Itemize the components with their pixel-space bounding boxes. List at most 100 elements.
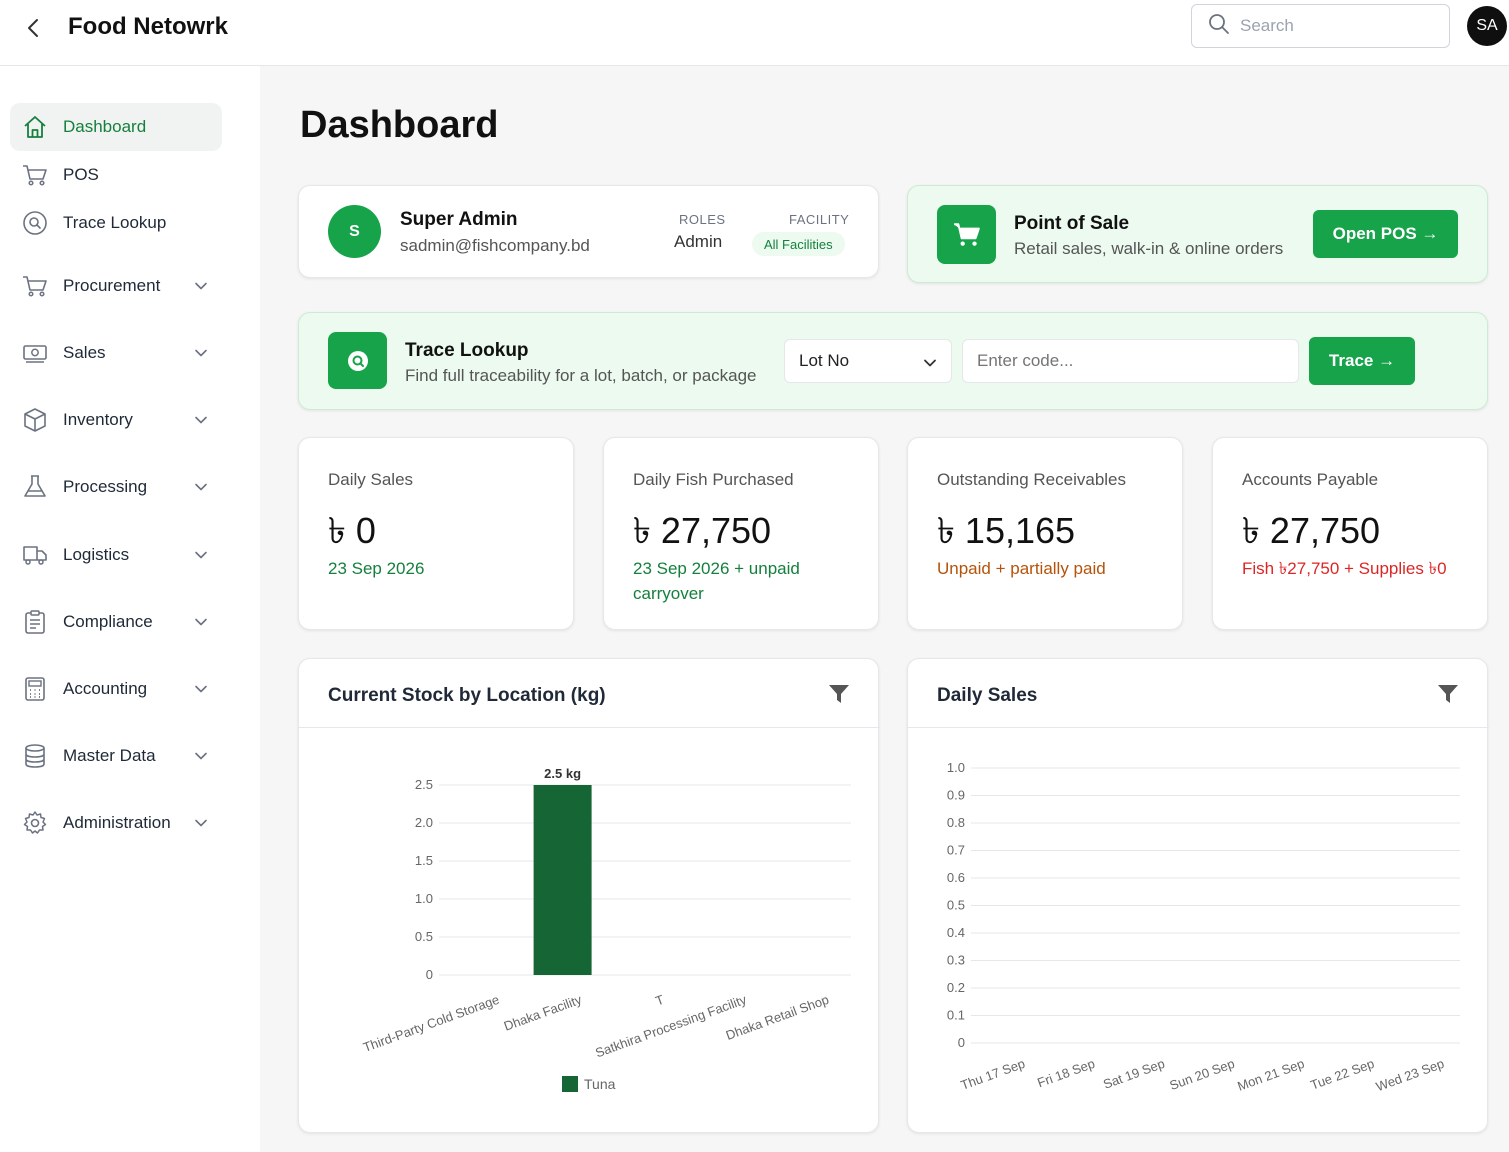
search-icon xyxy=(328,332,387,389)
cart-icon xyxy=(22,273,48,299)
sidebar-item-pos[interactable]: POS xyxy=(10,151,222,199)
stat-value: ৳ 27,750 xyxy=(633,510,772,551)
flask-icon xyxy=(22,474,48,500)
open-pos-button[interactable]: Open POS → xyxy=(1313,210,1458,258)
y-tick-label: 0.3 xyxy=(947,953,965,968)
stat-value: ৳ 0 xyxy=(328,510,376,551)
sidebar-item-trace-lookup[interactable]: Trace Lookup xyxy=(10,199,222,247)
x-tick-label: Wed 23 Sep xyxy=(1374,1056,1446,1094)
chevron-down-icon xyxy=(923,355,937,375)
search-input[interactable] xyxy=(1240,16,1430,36)
chevron-down-icon xyxy=(194,547,208,567)
y-tick-label: 0.1 xyxy=(947,1008,965,1023)
search-circle-icon xyxy=(22,210,48,236)
x-tick-label: Tue 22 Sep xyxy=(1308,1056,1376,1093)
stat-subtext: Fish ৳27,750 + Supplies ৳0 xyxy=(1242,559,1447,578)
x-tick-label: Sat 19 Sep xyxy=(1101,1056,1167,1092)
trace-lookup-card: Trace Lookup Find full traceability for … xyxy=(298,312,1488,410)
x-tick-label: Sun 20 Sep xyxy=(1168,1056,1237,1093)
select-value: Lot No xyxy=(799,351,850,370)
sidebar: Dashboard POS Trace Lookup Procurement S… xyxy=(0,66,260,1152)
sidebar-item-processing[interactable]: Processing xyxy=(10,463,222,511)
y-tick-label: 0.7 xyxy=(947,843,965,858)
x-tick-label: Fri 18 Sep xyxy=(1035,1056,1096,1091)
stat-value: ৳ 27,750 xyxy=(1242,510,1381,551)
chevron-down-icon xyxy=(194,815,208,835)
sidebar-item-compliance[interactable]: Compliance xyxy=(10,598,222,646)
back-arrow-icon[interactable] xyxy=(20,15,46,41)
box-icon xyxy=(22,407,48,433)
stat-value: ৳ 15,165 xyxy=(937,510,1076,551)
y-tick-label: 0.9 xyxy=(947,788,965,803)
x-tick-label: Dhaka Facility xyxy=(502,992,584,1034)
trace-button[interactable]: Trace → xyxy=(1309,337,1415,385)
x-tick-label: Third-Party Cold Storage xyxy=(361,992,501,1055)
sidebar-item-administration[interactable]: Administration xyxy=(10,799,222,847)
y-tick-label: 1.0 xyxy=(947,760,965,775)
page-title: Dashboard xyxy=(300,104,499,146)
stat-card-outstanding-receivables: Outstanding Receivables ৳ 15,165 Unpaid … xyxy=(907,437,1183,630)
sidebar-item-sales[interactable]: Sales xyxy=(10,329,222,377)
sidebar-item-label: Processing xyxy=(63,477,148,496)
sidebar-item-master-data[interactable]: Master Data xyxy=(10,732,222,780)
sidebar-item-inventory[interactable]: Inventory xyxy=(10,396,222,444)
search-box[interactable] xyxy=(1191,4,1450,48)
user-email: sadmin@fishcompany.bd xyxy=(400,236,590,255)
clipboard-icon xyxy=(22,609,48,635)
legend-swatch xyxy=(562,1076,578,1092)
cash-icon xyxy=(22,340,48,366)
stat-label: Accounts Payable xyxy=(1242,470,1379,489)
x-tick-label: Mon 21 Sep xyxy=(1235,1056,1306,1094)
facility-label: FACILITY xyxy=(789,212,850,227)
sidebar-item-label: Sales xyxy=(63,343,106,362)
y-tick-label: 0.5 xyxy=(415,929,433,944)
sidebar-item-label: Procurement xyxy=(63,276,161,295)
stat-subtext: Unpaid + partially paid xyxy=(937,559,1106,578)
sidebar-item-label: Trace Lookup xyxy=(63,213,167,232)
chevron-down-icon xyxy=(194,412,208,432)
cart-icon xyxy=(937,205,996,264)
pos-card: Point of Sale Retail sales, walk-in & on… xyxy=(907,185,1488,283)
calculator-icon xyxy=(22,676,48,702)
trace-title: Trace Lookup xyxy=(405,340,529,361)
sidebar-item-label: Inventory xyxy=(63,410,133,429)
filter-icon[interactable] xyxy=(1437,683,1459,710)
y-tick-label: 1.0 xyxy=(415,891,433,906)
filter-icon[interactable] xyxy=(828,683,850,710)
legend-label: Tuna xyxy=(584,1076,616,1092)
gear-icon xyxy=(22,810,48,836)
chart-title: Daily Sales xyxy=(937,685,1038,706)
sidebar-item-label: POS xyxy=(63,165,99,184)
x-tick-label: Satkhira Processing Facility xyxy=(593,992,749,1061)
x-tick-label: Thu 17 Sep xyxy=(959,1056,1027,1093)
roles-label: ROLES xyxy=(679,212,726,227)
truck-icon xyxy=(22,542,48,568)
user-initial-avatar: S xyxy=(328,205,381,258)
sidebar-item-label: Compliance xyxy=(63,612,153,631)
sidebar-item-label: Master Data xyxy=(63,746,156,765)
sidebar-item-label: Administration xyxy=(63,813,171,832)
stat-card-daily-fish-purchased: Daily Fish Purchased ৳ 27,750 23 Sep 202… xyxy=(603,437,879,630)
chevron-down-icon xyxy=(194,278,208,298)
trace-code-input[interactable] xyxy=(962,339,1299,383)
sidebar-item-procurement[interactable]: Procurement xyxy=(10,262,222,310)
stat-card-accounts-payable: Accounts Payable ৳ 27,750 Fish ৳27,750 +… xyxy=(1212,437,1488,630)
app-title: Food Netowrk xyxy=(68,13,228,40)
stock-by-location-card: Current Stock by Location (kg) 0 0.5 1.0 1.… xyxy=(298,658,880,1133)
database-icon xyxy=(22,743,48,769)
y-tick-label: 2.0 xyxy=(415,815,433,830)
sidebar-item-label: Accounting xyxy=(63,679,148,698)
chevron-down-icon xyxy=(194,681,208,701)
sidebar-item-logistics[interactable]: Logistics xyxy=(10,531,222,579)
stock-bar-chart: 0 0.5 1.0 1.5 2.0 2.5 Third-Party Cold Storage… xyxy=(361,766,851,1092)
sidebar-item-accounting[interactable]: Accounting xyxy=(10,665,222,713)
data-label: 2.5 kg xyxy=(544,766,581,781)
trace-type-select[interactable]: Lot No xyxy=(784,339,952,383)
sidebar-item-dashboard[interactable]: Dashboard xyxy=(10,103,222,151)
card-divider xyxy=(908,727,1489,728)
pos-title: Point of Sale xyxy=(1014,213,1130,234)
card-divider xyxy=(299,727,880,728)
user-avatar[interactable]: SA xyxy=(1467,6,1507,46)
cart-icon xyxy=(22,162,48,188)
pos-subtitle: Retail sales, walk-in & online orders xyxy=(1014,239,1284,258)
